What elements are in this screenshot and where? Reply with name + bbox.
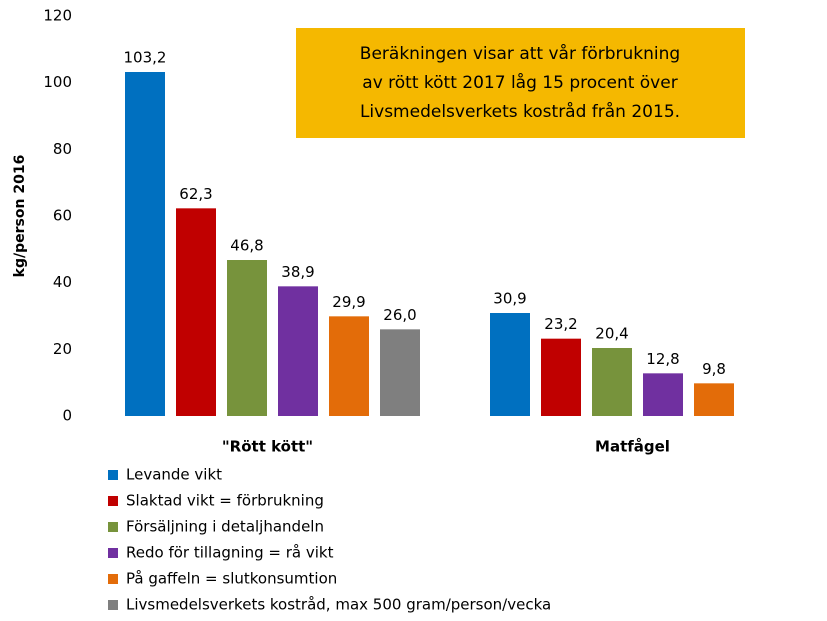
legend-swatch [108, 548, 118, 558]
value-label: 9,8 [702, 360, 726, 378]
value-label: 30,9 [493, 290, 526, 308]
bar [643, 373, 683, 416]
y-axis-label: kg/person 2016 [12, 155, 28, 278]
y-tick-label: 120 [43, 7, 72, 25]
legend-label: På gaffeln = slutkonsumtion [126, 570, 337, 588]
y-tick-label: 80 [53, 140, 72, 158]
bar [176, 208, 216, 416]
y-tick-label: 40 [53, 273, 72, 291]
x-tick-label: Matfågel [595, 438, 670, 456]
legend-label: Levande vikt [126, 466, 222, 484]
value-label: 38,9 [281, 263, 314, 281]
y-tick-label: 20 [53, 340, 72, 358]
bar [380, 329, 420, 416]
value-label: 26,0 [383, 306, 416, 324]
annotation-box [296, 28, 745, 138]
bar [278, 286, 318, 416]
value-label: 12,8 [646, 350, 679, 368]
value-label: 46,8 [230, 237, 263, 255]
annotation-text: Beräkningen visar att vår förbrukning [360, 43, 680, 64]
annotation-text: av rött kött 2017 låg 15 procent över [362, 72, 677, 93]
y-tick-label: 0 [62, 407, 72, 425]
y-tick-label: 60 [53, 207, 72, 225]
value-label: 20,4 [595, 325, 628, 343]
bar [541, 338, 581, 416]
x-tick-label: "Rött kött" [222, 438, 313, 456]
legend-swatch [108, 574, 118, 584]
y-tick-label: 100 [43, 73, 72, 91]
bar [329, 316, 369, 416]
legend-label: Slaktad vikt = förbrukning [126, 492, 324, 510]
legend-label: Redo för tillagning = rå vikt [126, 544, 334, 562]
bar [125, 72, 165, 416]
legend-swatch [108, 470, 118, 480]
value-label: 29,9 [332, 293, 365, 311]
annotation-text: Livsmedelsverkets kostråd från 2015. [360, 101, 680, 122]
legend-label: Livsmedelsverkets kostråd, max 500 gram/… [126, 596, 551, 614]
bar [227, 260, 267, 416]
value-label: 62,3 [179, 185, 212, 203]
legend-label: Försäljning i detaljhandeln [126, 518, 324, 536]
bar [694, 383, 734, 416]
bar [490, 313, 530, 416]
bar [592, 348, 632, 416]
legend-swatch [108, 522, 118, 532]
value-label: 103,2 [124, 49, 167, 67]
value-label: 23,2 [544, 315, 577, 333]
legend-swatch [108, 600, 118, 610]
legend-swatch [108, 496, 118, 506]
